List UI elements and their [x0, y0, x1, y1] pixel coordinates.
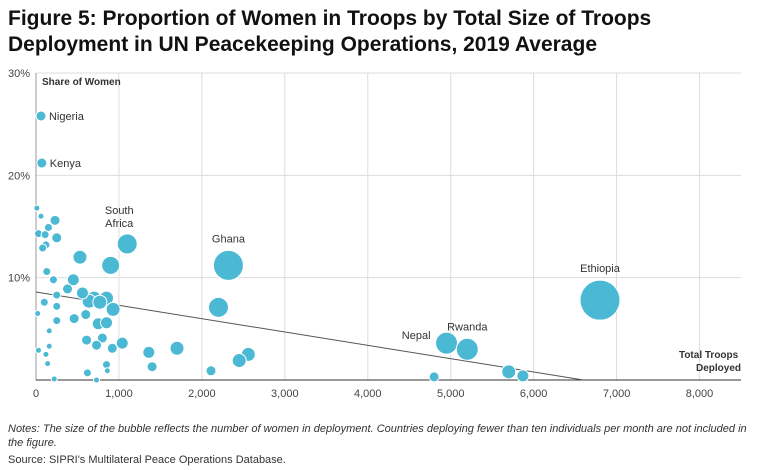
chart-title-line-1: Figure 5: Proportion of Women in Troops …	[8, 7, 652, 30]
bubble	[38, 243, 48, 253]
x-tick-label: 7,000	[603, 388, 631, 400]
bubble	[100, 316, 113, 330]
bubble	[37, 212, 45, 220]
y-axis-label: Share of Women	[42, 77, 121, 88]
bubble	[91, 339, 103, 351]
x-tick-label: 4,000	[354, 388, 382, 400]
bubble	[142, 345, 156, 359]
bubble	[106, 342, 118, 354]
bubble	[33, 204, 41, 212]
bubble	[68, 313, 80, 325]
bubble	[51, 232, 63, 244]
bubble	[52, 316, 62, 326]
x-axis-label-line-1: Total Troops	[679, 350, 739, 361]
bubble	[50, 375, 58, 383]
x-tick-label: 0	[33, 388, 39, 400]
bubble	[455, 337, 479, 361]
bubble	[146, 361, 158, 373]
bubble	[101, 255, 121, 275]
bubble	[42, 267, 52, 277]
point-label: Rwanda	[447, 321, 488, 333]
point-label: Ethiopia	[580, 263, 621, 275]
point-label: Nepal	[402, 330, 431, 342]
chart-note: Notes: The size of the bubble reflects t…	[8, 423, 747, 449]
bubble	[45, 342, 53, 350]
bubble	[105, 301, 121, 317]
bubble	[428, 371, 440, 383]
bubbles	[33, 110, 621, 384]
bubble	[52, 290, 62, 300]
gridlines	[35, 72, 741, 381]
bubble	[579, 279, 621, 321]
bubble	[66, 273, 80, 287]
bubble	[80, 309, 92, 321]
bubble	[169, 340, 185, 356]
y-tick-label: 30%	[8, 68, 30, 80]
bubble	[115, 336, 129, 350]
bubble	[207, 296, 229, 318]
scatter-chart: 10% 20% 30% 0 1,000 2,000 3,000 4,000 5,000 6,000…	[8, 68, 741, 400]
bubble	[96, 332, 108, 344]
tick-labels: 10% 20% 30% 0 1,000 2,000 3,000 4,000 5,000 6,000…	[8, 68, 713, 400]
bubble	[81, 334, 93, 346]
bubble	[48, 275, 58, 285]
bubble	[75, 286, 89, 300]
bubble	[205, 365, 217, 377]
bubble	[40, 230, 50, 240]
bubble	[36, 157, 48, 169]
trendline-group	[35, 291, 584, 381]
x-axis-label-line-2: Deployed	[696, 363, 741, 374]
bubble	[45, 327, 53, 335]
bubble	[43, 223, 53, 233]
chart-title-line-2: Deployment in UN Peacekeeping Operations…	[8, 33, 597, 56]
x-tick-label: 2,000	[188, 388, 216, 400]
bubble	[62, 283, 74, 295]
bubble	[92, 294, 108, 310]
bubble	[231, 353, 247, 369]
x-tick-label: 8,000	[686, 388, 714, 400]
bubble	[34, 346, 42, 354]
x-tick-label: 5,000	[437, 388, 465, 400]
bubble	[49, 214, 61, 226]
chart-source: Source: SIPRI's Multilateral Peace Opera…	[8, 454, 286, 466]
bubble	[103, 367, 111, 375]
bubble	[42, 350, 50, 358]
point-label: South Africa	[105, 205, 134, 230]
bubble	[116, 233, 138, 255]
bubble	[82, 368, 92, 378]
y-tick-label: 20%	[8, 170, 30, 182]
x-tick-label: 6,000	[520, 388, 548, 400]
x-axis-label: Total Troops Deployed	[679, 350, 741, 374]
bubble	[34, 309, 42, 317]
y-tick-label: 10%	[8, 273, 30, 285]
bubble	[516, 369, 530, 383]
point-label: Kenya	[50, 158, 82, 170]
point-labels: Nigeria Kenya Ghana Ethiopia Rwanda Nepal Sout…	[49, 111, 621, 342]
bubble	[93, 376, 101, 384]
bubble	[52, 301, 62, 311]
bubble	[72, 249, 88, 265]
x-tick-label: 3,000	[271, 388, 299, 400]
bubble	[501, 364, 517, 380]
bubble	[212, 249, 244, 281]
trendline	[35, 291, 584, 381]
point-label: Nigeria	[49, 111, 85, 123]
bubble	[435, 331, 459, 355]
point-label: Ghana	[212, 233, 246, 245]
bubble	[44, 360, 52, 368]
chart-title: Figure 5: Proportion of Women in Troops …	[8, 6, 760, 58]
x-tick-label: 1,000	[105, 388, 133, 400]
bubble	[35, 110, 47, 122]
bubble	[39, 297, 49, 307]
